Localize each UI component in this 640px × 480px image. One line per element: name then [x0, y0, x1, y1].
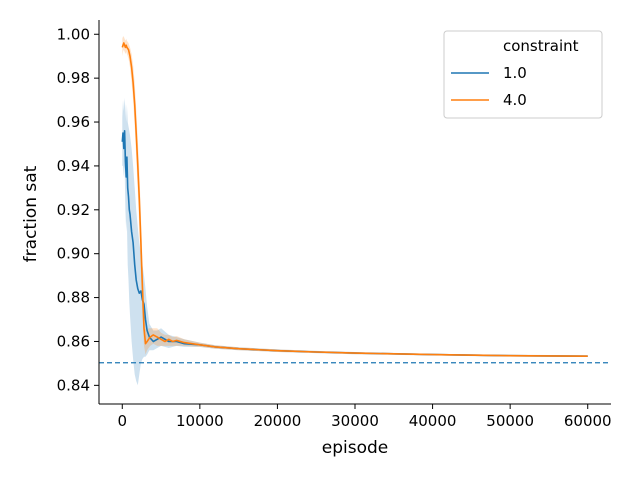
- x-tick-label: 20000: [254, 412, 302, 430]
- y-tick-label: 0.98: [57, 69, 90, 87]
- y-tick-label: 1.00: [57, 25, 90, 43]
- legend-label-2: 4.0: [503, 91, 527, 109]
- y-tick-label: 0.96: [57, 113, 90, 131]
- y-tick-label: 0.90: [57, 245, 90, 263]
- legend-title: constraint: [503, 37, 579, 55]
- x-tick-label: 10000: [176, 412, 224, 430]
- legend-label-1: 1.0: [503, 64, 527, 82]
- series-line-1: [121, 130, 588, 357]
- y-tick-label: 0.84: [57, 376, 90, 394]
- x-axis-ticks: 0 10000 20000 30000 40000 50000 60000: [117, 404, 612, 430]
- y-axis-ticks: 0.84 0.86 0.88 0.90 0.92 0.94 0.96 0.98 1.00: [57, 25, 99, 394]
- x-tick-label: 60000: [564, 412, 612, 430]
- series-line-2: [121, 42, 588, 357]
- y-tick-label: 0.86: [57, 332, 90, 350]
- x-tick-label: 40000: [409, 412, 457, 430]
- x-tick-label: 50000: [486, 412, 534, 430]
- y-tick-label: 0.92: [57, 201, 90, 219]
- x-tick-label: 30000: [331, 412, 379, 430]
- y-tick-label: 0.94: [57, 157, 90, 175]
- legend-frame: [443, 30, 603, 119]
- series-lines: [121, 42, 588, 357]
- legend: constraint 1.0 4.0: [443, 30, 603, 119]
- y-axis-title: fraction sat: [21, 165, 41, 262]
- y-tick-label: 0.88: [57, 289, 90, 307]
- x-tick-label: 0: [117, 412, 127, 430]
- x-axis-title: episode: [322, 438, 388, 458]
